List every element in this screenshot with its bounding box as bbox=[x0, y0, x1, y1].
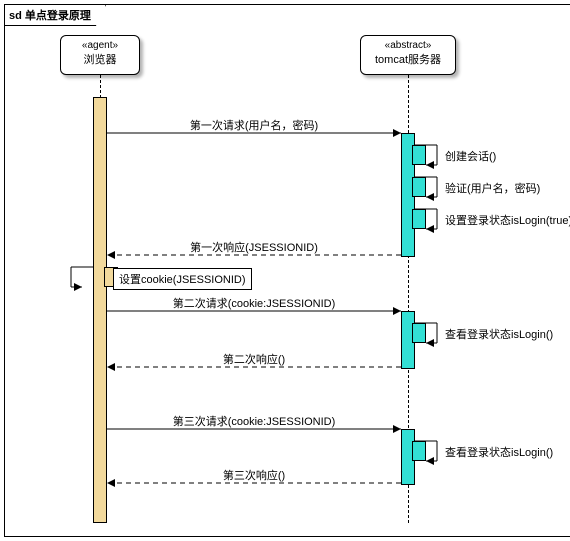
browser-activation bbox=[93, 97, 107, 523]
self-message-box: 设置cookie(JSESSIONID) bbox=[113, 268, 252, 290]
browser-stereotype: «agent» bbox=[63, 40, 137, 51]
message-label: 第三次响应() bbox=[223, 467, 285, 483]
tomcat-name: tomcat服务器 bbox=[363, 51, 453, 67]
message-label: 第一次响应(JSESSIONID) bbox=[190, 239, 318, 255]
message-label: 第三次请求(cookie:JSESSIONID) bbox=[173, 413, 336, 429]
self-activation bbox=[412, 441, 426, 461]
self-activation bbox=[412, 323, 426, 343]
sequence-frame: sd 单点登录原理 «agent»浏览器«abstract»tomcat服务器第… bbox=[4, 4, 570, 537]
browser-name: 浏览器 bbox=[63, 51, 137, 67]
tomcat-stereotype: «abstract» bbox=[363, 40, 453, 51]
message-label: 第二次响应() bbox=[223, 351, 285, 367]
self-message-label: 创建会话() bbox=[445, 148, 496, 164]
self-activation bbox=[412, 209, 426, 229]
self-message-label: 查看登录状态isLogin() bbox=[445, 326, 553, 342]
self-activation bbox=[412, 145, 426, 165]
self-message-label: 设置登录状态isLogin(true) bbox=[445, 212, 570, 228]
tomcat-head: «abstract»tomcat服务器 bbox=[360, 35, 456, 75]
self-message-label: 查看登录状态isLogin() bbox=[445, 444, 553, 460]
message-label: 第二次请求(cookie:JSESSIONID) bbox=[173, 295, 336, 311]
browser-head: «agent»浏览器 bbox=[60, 35, 140, 75]
message-label: 第一次请求(用户名，密码) bbox=[190, 117, 318, 133]
diagram-canvas: «agent»浏览器 «abstract»tomcat服务器第一次请求(用户名，密… bbox=[5, 5, 570, 538]
self-message-label: 验证(用户名，密码) bbox=[445, 180, 540, 196]
self-activation bbox=[412, 177, 426, 197]
